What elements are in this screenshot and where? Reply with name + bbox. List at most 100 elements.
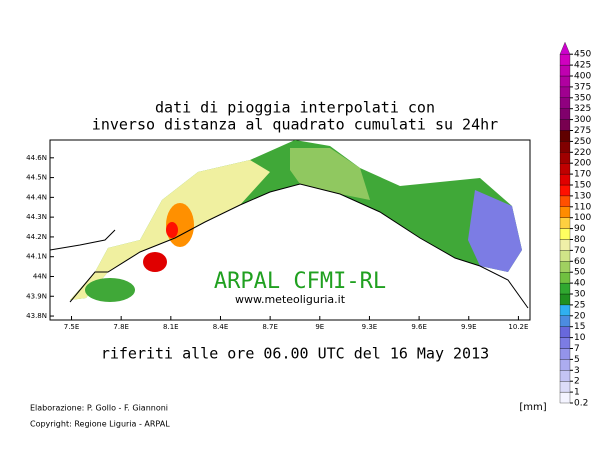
lon-label: 9.9E (461, 323, 477, 331)
lat-label: 44.6N (26, 154, 47, 162)
color-step (559, 206, 571, 218)
map-panel: ARPAL CFMI-RL www.meteoliguria.it (49, 139, 531, 321)
colorbar-label: 130 (574, 191, 591, 201)
lon-label: 7.8E (113, 323, 129, 331)
color-step (559, 228, 571, 240)
color-step (559, 163, 571, 175)
lon-label: 9.6E (411, 323, 427, 331)
color-step (559, 315, 571, 327)
colorbar-label: 375 (574, 82, 591, 92)
area-lightgreen (290, 148, 370, 200)
lon-label: 9.3E (362, 323, 378, 331)
colorbar-label: 220 (574, 148, 591, 158)
color-step (559, 64, 571, 77)
color-step (559, 381, 571, 393)
lat-label: 43.9N (26, 292, 47, 300)
color-step (559, 359, 571, 371)
colorbar-label: 450 (574, 50, 591, 60)
colorbar-label: 425 (574, 61, 591, 71)
colorbar-label: 25 (574, 300, 585, 310)
lat-label: 44.3N (26, 213, 47, 221)
colorbar-label: 10 (574, 333, 586, 343)
colorbar: 0.21235710152025304050607080901001101301… (559, 41, 591, 409)
coastline (69, 183, 529, 309)
colorbar-label: 3 (574, 366, 580, 376)
colorbar-label: 20 (574, 311, 586, 321)
color-step (559, 195, 571, 207)
lon-label: 8.7E (262, 323, 278, 331)
color-step (559, 261, 571, 273)
lat-label: 44.2N (26, 233, 47, 241)
color-step (559, 391, 571, 404)
credits: Elaborazione: P. Gollo - F. Giannoni (30, 404, 168, 413)
color-step (559, 348, 571, 360)
colorbar-label: 325 (574, 104, 591, 114)
color-step (559, 184, 571, 197)
title-line2: inverso distanza al quadrato cumulati su… (92, 116, 498, 134)
lat-label: 44.5N (26, 174, 47, 182)
colorbar-label: 30 (574, 290, 586, 300)
lat-label: 44.4N (26, 193, 47, 201)
blob-red (143, 252, 167, 272)
color-step (559, 250, 571, 262)
color-step (559, 293, 571, 306)
title-line1: dati di pioggia interpolati con (155, 99, 435, 117)
color-step (559, 282, 571, 295)
lon-label: 8.4E (213, 323, 229, 331)
color-top (559, 41, 571, 55)
copyright: Copyright: Regione Liguria - ARPAL (30, 420, 170, 429)
lon-label: 8.1E (163, 323, 179, 331)
lat-label: 44.1N (26, 253, 47, 261)
lon-label: 10.2E (508, 323, 528, 331)
colorbar-label: 5 (574, 355, 580, 365)
colorbar-label: 80 (574, 235, 586, 245)
axes: 7.5E 7.8E 8.1E 8.4E 8.7E 9E 9.3E 9.6E 9.9E 10.2E 4… (26, 154, 528, 331)
color-step (559, 239, 571, 251)
lat-label: 43.8N (26, 312, 47, 320)
color-step (559, 272, 571, 284)
color-step (559, 141, 571, 153)
colorbar-label: 300 (574, 115, 591, 125)
color-step (559, 326, 571, 338)
color-step (559, 130, 571, 142)
colorbar-label: 170 (574, 170, 591, 180)
color-step (559, 108, 571, 120)
color-step (559, 217, 571, 229)
unit-label: [mm] (519, 402, 546, 413)
colorbar-label: 100 (574, 213, 591, 223)
colorbar-label: 0.2 (574, 399, 588, 409)
color-step (559, 75, 571, 88)
colorbar-label: 1 (574, 388, 580, 398)
color-step (559, 337, 571, 349)
subtitle: riferiti alle ore 06.00 UTC del 16 May 2… (101, 345, 489, 363)
colorbar-label: 90 (574, 224, 586, 234)
overlay-title: ARPAL CFMI-RL (214, 269, 386, 294)
color-step (559, 304, 571, 316)
colorbar-label: 7 (574, 344, 580, 354)
color-step (559, 173, 571, 186)
color-step (559, 54, 571, 66)
area-blue (468, 190, 522, 272)
colorbar-label: 40 (574, 279, 586, 289)
color-step (559, 97, 571, 109)
colorbar-label: 50 (574, 268, 586, 278)
lat-label: 44N (33, 272, 47, 280)
colorbar-label: 15 (574, 322, 585, 332)
colorbar-label: 275 (574, 126, 591, 136)
colorbar-label: 350 (574, 93, 591, 103)
color-step (559, 86, 571, 98)
colorbar-label: 150 (574, 181, 591, 191)
colorbar-label: 400 (574, 72, 591, 82)
color-step (559, 152, 571, 164)
border (49, 229, 116, 251)
colorbar-label: 250 (574, 137, 591, 147)
overlay-url: www.meteoliguria.it (235, 293, 346, 306)
color-step (559, 370, 571, 382)
blob-green (85, 278, 135, 302)
colorbar-label: 110 (574, 202, 591, 212)
colorbar-label: 60 (574, 257, 586, 267)
blob-red (166, 222, 178, 238)
lon-label: 7.5E (64, 323, 80, 331)
colorbar-label: 2 (574, 377, 580, 387)
